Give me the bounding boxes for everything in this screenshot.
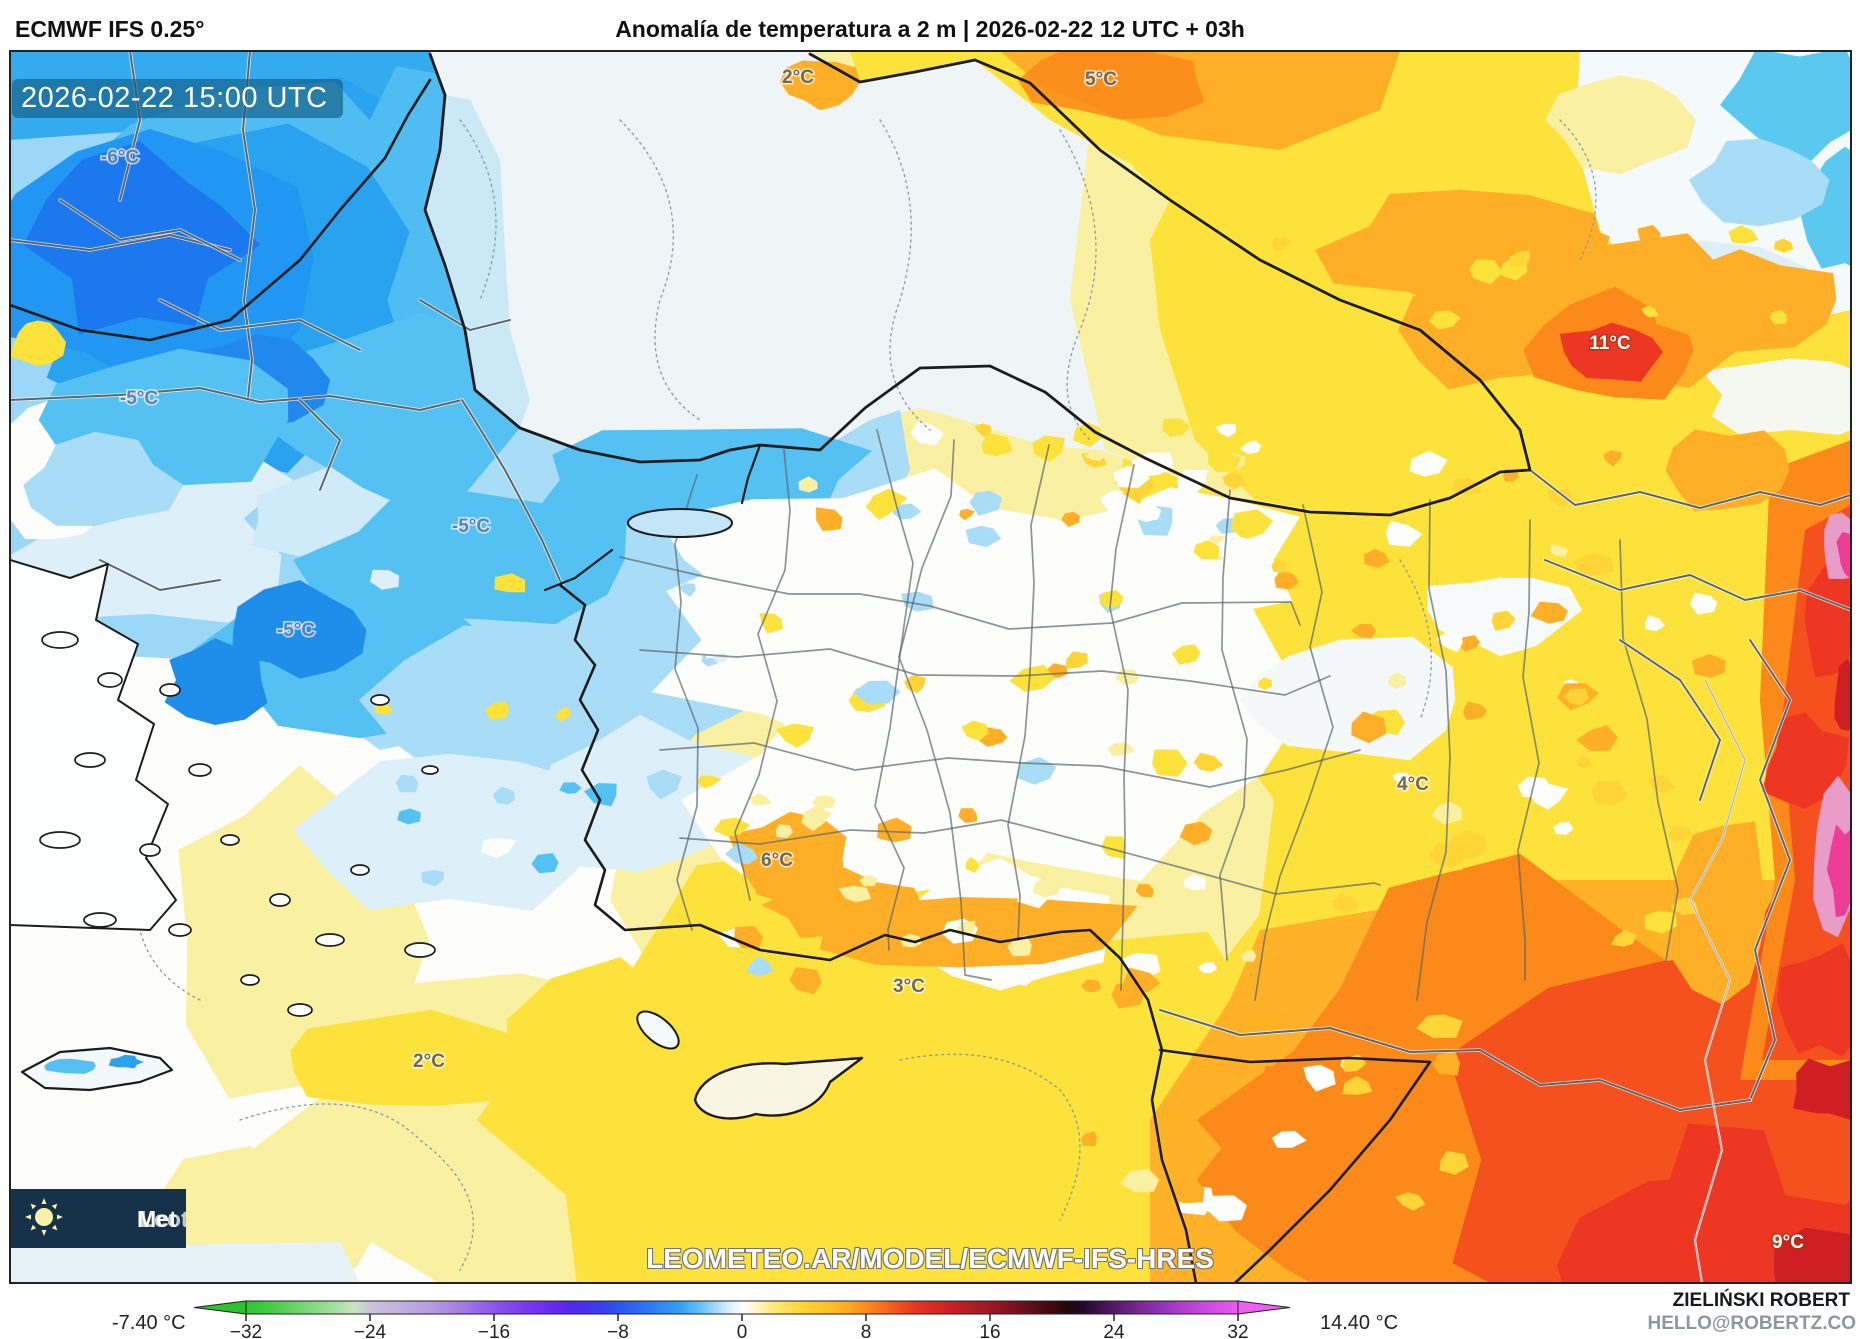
- svg-text:-6°C: -6°C: [101, 147, 139, 168]
- svg-text:-5°C: -5°C: [452, 516, 490, 537]
- svg-text:-5°C: -5°C: [277, 620, 315, 641]
- svg-text:4°C: 4°C: [1397, 774, 1429, 795]
- svg-text:9°C: 9°C: [1772, 1232, 1804, 1253]
- svg-text:2°C: 2°C: [413, 1051, 445, 1072]
- svg-text:2°C: 2°C: [782, 67, 814, 88]
- svg-text:3°C: 3°C: [893, 976, 925, 997]
- svg-text:-5°C: -5°C: [120, 388, 158, 409]
- svg-text:11°C: 11°C: [1589, 333, 1631, 354]
- svg-text:5°C: 5°C: [1085, 69, 1117, 90]
- svg-text:6°C: 6°C: [761, 850, 793, 871]
